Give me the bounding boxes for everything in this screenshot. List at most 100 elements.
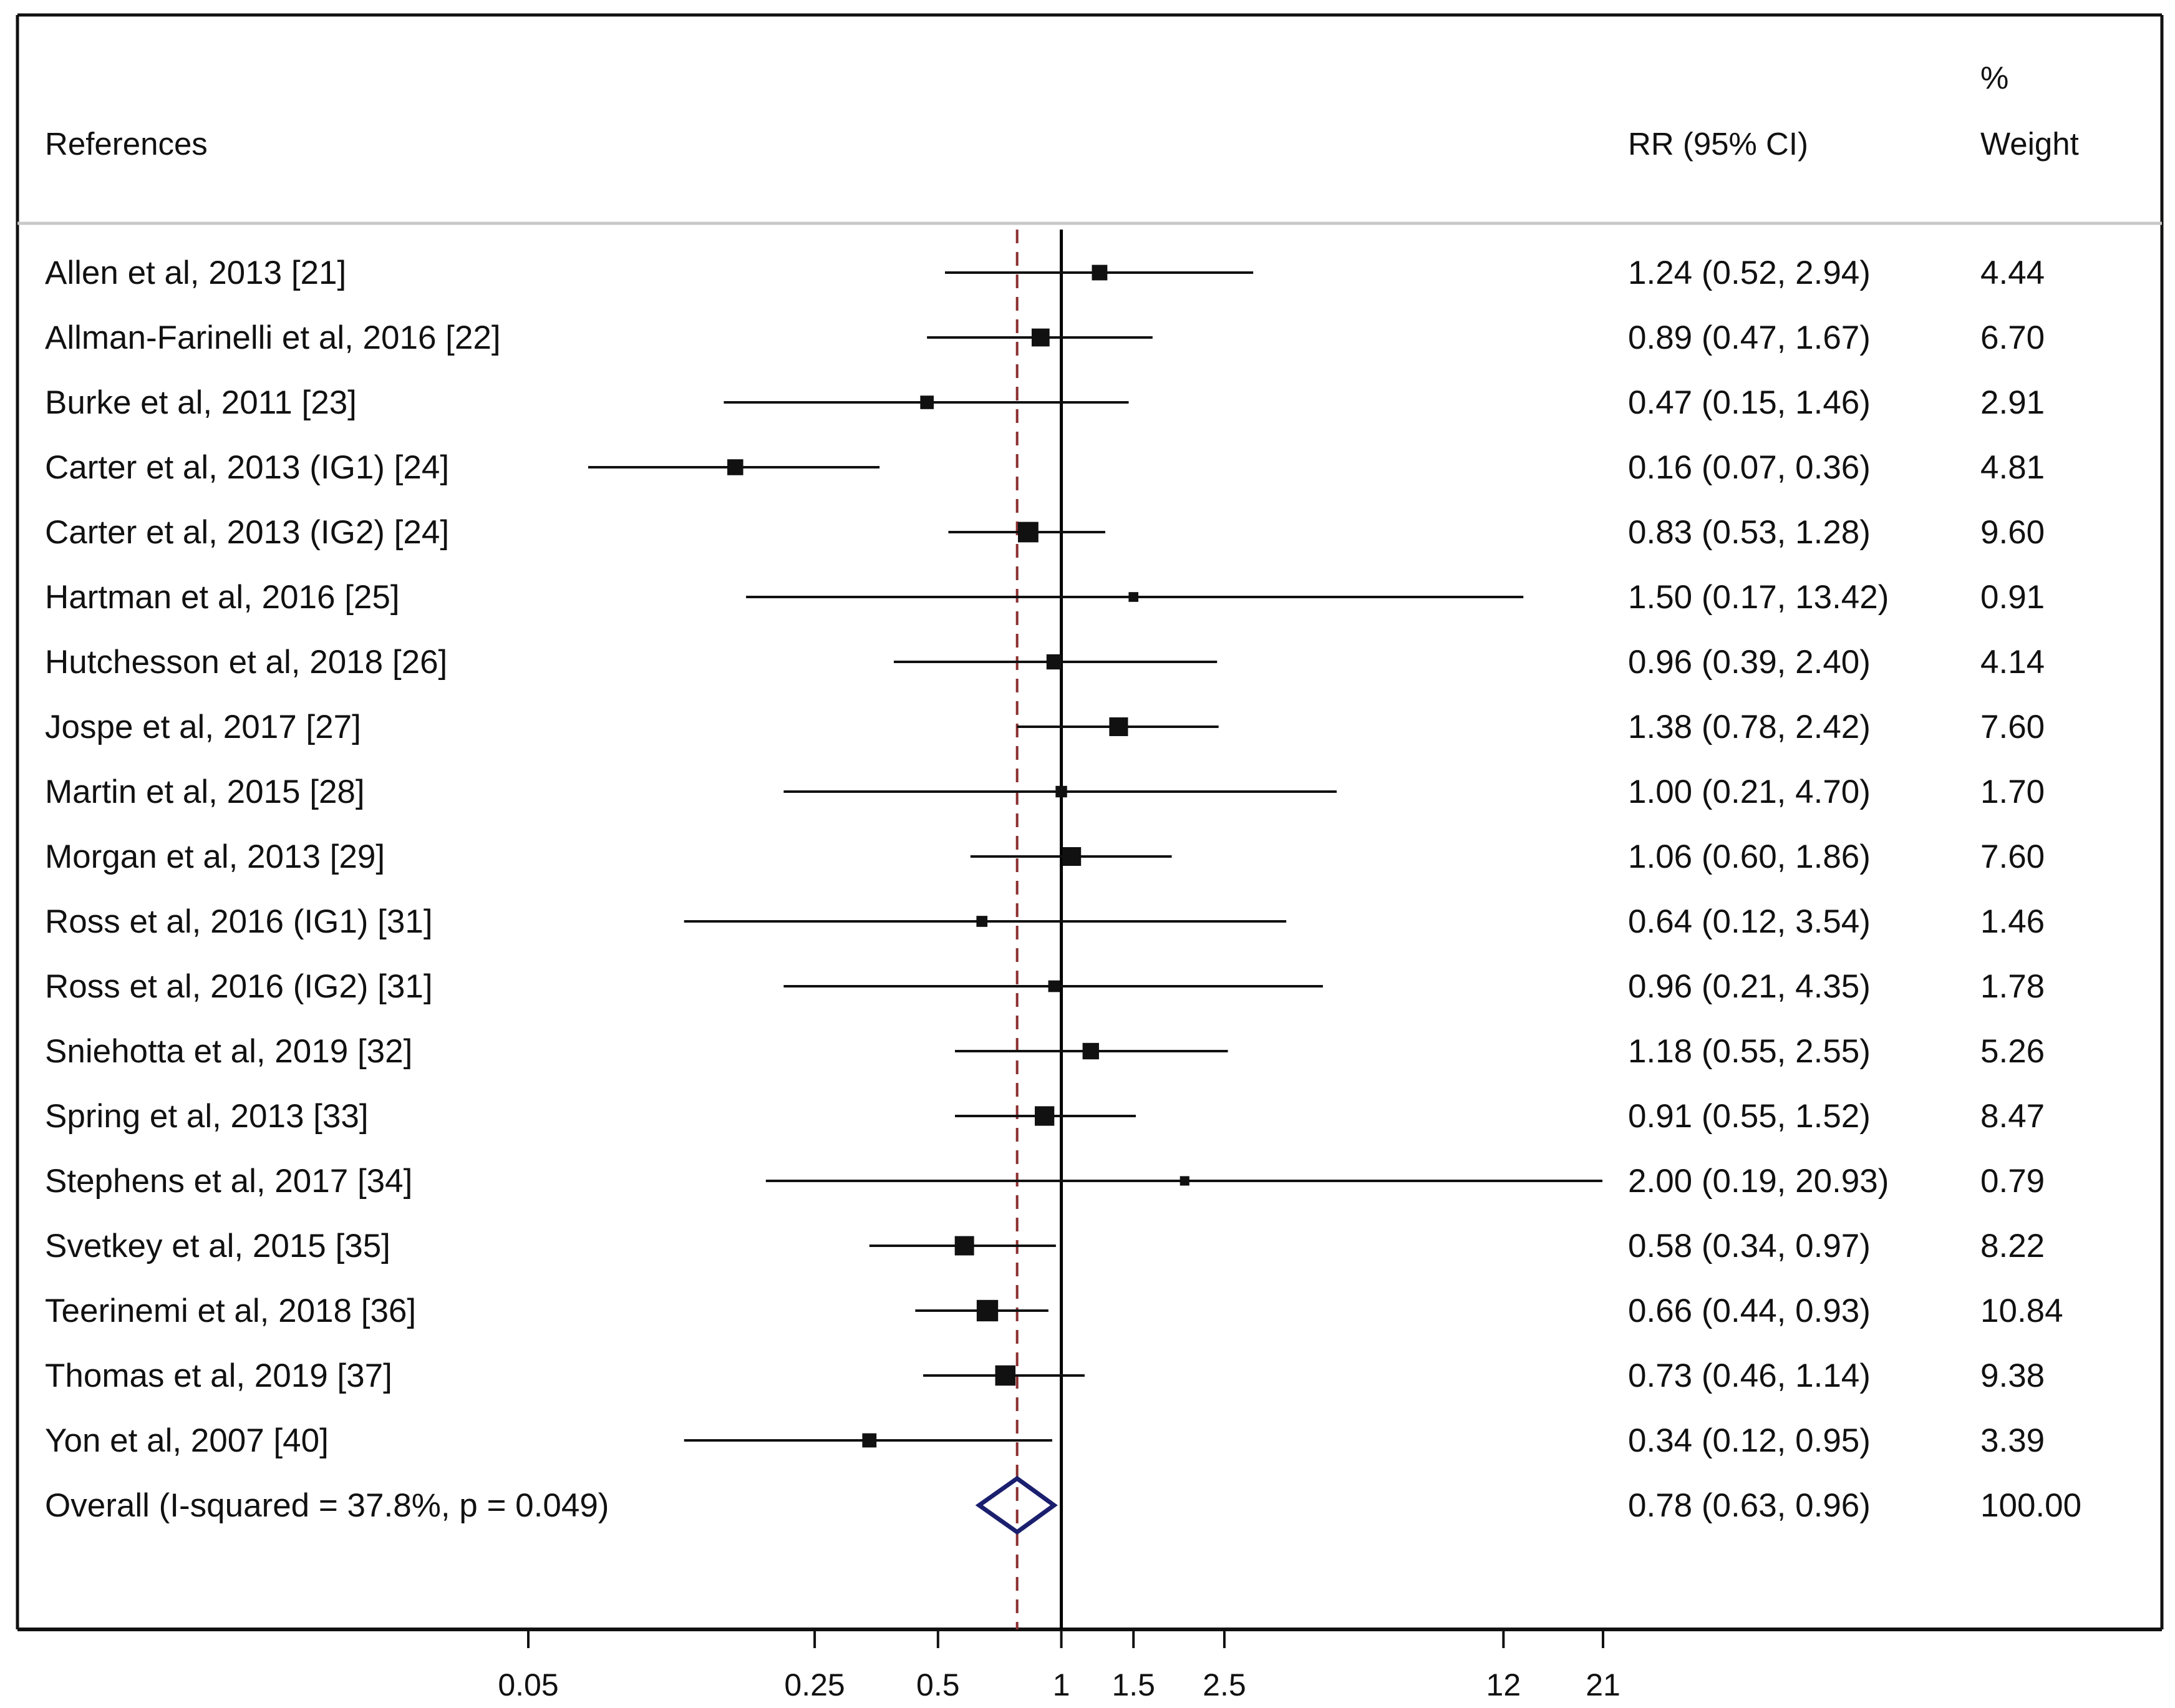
ci-text: 0.66 (0.44, 0.93) [1628,1293,1871,1329]
ci-text: 1.18 (0.55, 2.55) [1628,1033,1871,1070]
weight-text: 3.39 [1980,1422,2045,1459]
ci-lines-group [588,271,1603,1442]
ci-text-group: 1.24 (0.52, 2.94) 0.89 (0.47, 1.67) 0.47 (… [1628,255,1889,1524]
rr-ci-header: RR (95% CI) [1628,126,1808,162]
x-axis-ticks-group: 0.05 0.25 0.5 1 1.5 2.5 12 21 [498,1629,1620,1702]
point-estimate [1046,654,1062,670]
x-tick-label: 0.05 [498,1667,558,1702]
point-estimate [1082,1042,1099,1060]
weight-text: 4.44 [1980,255,2045,291]
weight-text-group: 4.44 6.70 2.91 4.81 9.60 0.91 4.14 7.60 1.70 7.60… [1980,255,2081,1524]
weight-header: Weight [1980,126,2079,162]
study-label: Carter et al, 2013 (IG1) [24] [45,449,449,486]
weight-text: 1.70 [1980,774,2045,810]
overall-diamond [975,1475,1058,1535]
ci-text: 1.50 (0.17, 13.42) [1628,579,1889,616]
study-label: Thomas et al, 2019 [37] [45,1357,392,1394]
weight-text: 7.60 [1980,709,2045,745]
point-estimate [995,1365,1016,1386]
x-tick-label: 1 [1053,1667,1070,1702]
point-estimate [1062,847,1082,866]
study-label: Hutchesson et al, 2018 [26] [45,644,447,681]
x-tick-label: 12 [1486,1667,1521,1702]
point-estimate [727,459,744,475]
references-header: References [45,126,208,162]
study-label: Ross et al, 2016 (IG2) [31] [45,968,433,1005]
point-estimate [1055,785,1067,798]
point-estimate [1128,592,1139,602]
weight-text: 6.70 [1980,319,2045,356]
ci-text: 0.64 (0.12, 3.54) [1628,903,1871,940]
x-tick-label: 21 [1586,1667,1620,1702]
weight-text: 4.14 [1980,644,2045,681]
point-estimate [1017,522,1039,543]
study-label: Burke et al, 2011 [23] [45,384,357,421]
weight-header-percent: % [1980,60,2008,95]
point-estimate [1092,264,1108,281]
study-labels-group: Allen et al, 2013 [21] Allman-Farinelli e… [45,255,609,1524]
weight-text: 5.26 [1980,1033,2045,1070]
overall-diamond-group [975,1475,1058,1535]
study-label: Svetkey et al, 2015 [35] [45,1228,390,1264]
ci-text: 1.06 (0.60, 1.86) [1628,838,1871,875]
ci-text: 0.73 (0.46, 1.14) [1628,1357,1871,1394]
ci-text: 0.89 (0.47, 1.67) [1628,319,1871,356]
weight-text: 1.78 [1980,968,2045,1005]
ci-text: 0.96 (0.21, 4.35) [1628,968,1871,1005]
point-estimate [1109,717,1128,737]
study-label: Carter et al, 2013 (IG2) [24] [45,514,449,551]
weight-text: 9.60 [1980,514,2045,551]
ci-text: 0.58 (0.34, 0.97) [1628,1228,1871,1264]
study-label: Stephens et al, 2017 [34] [45,1163,412,1200]
study-label: Jospe et al, 2017 [27] [45,709,361,745]
ci-text: 1.24 (0.52, 2.94) [1628,255,1871,291]
ci-text: 0.83 (0.53, 1.28) [1628,514,1871,551]
study-label: Spring et al, 2013 [33] [45,1098,369,1135]
weight-text: 2.91 [1980,384,2045,421]
study-label: Allman-Farinelli et al, 2016 [22] [45,319,501,356]
study-label: Martin et al, 2015 [28] [45,774,365,810]
weight-text: 7.60 [1980,838,2045,875]
point-estimate [862,1433,877,1448]
study-label: Ross et al, 2016 (IG1) [31] [45,903,433,940]
ci-text: 2.00 (0.19, 20.93) [1628,1163,1889,1200]
study-label: Morgan et al, 2013 [29] [45,838,385,875]
point-estimate [920,395,934,409]
weight-text: 4.81 [1980,449,2045,486]
ci-text: 0.16 (0.07, 0.36) [1628,449,1871,486]
overall-ci-text: 0.78 (0.63, 0.96) [1628,1487,1871,1524]
overall-weight-text: 100.00 [1980,1487,2081,1524]
point-estimates-group [727,264,1189,1448]
ci-text: 0.91 (0.55, 1.52) [1628,1098,1871,1135]
study-label: Teerinemi et al, 2018 [36] [45,1293,416,1329]
point-estimate [1031,328,1050,347]
ci-text: 0.34 (0.12, 0.95) [1628,1422,1871,1459]
weight-text: 9.38 [1980,1357,2045,1394]
ci-text: 0.96 (0.39, 2.40) [1628,644,1871,681]
ci-text: 1.38 (0.78, 2.42) [1628,709,1871,745]
point-estimate [976,1299,999,1322]
x-tick-label: 1.5 [1112,1667,1155,1702]
study-label: Hartman et al, 2016 [25] [45,579,400,616]
study-label: Sniehotta et al, 2019 [32] [45,1033,412,1070]
weight-text: 10.84 [1980,1293,2063,1329]
study-label: Yon et al, 2007 [40] [45,1422,329,1459]
weight-text: 0.79 [1980,1163,2045,1200]
overall-label: Overall (I-squared = 37.8%, p = 0.049) [45,1487,609,1524]
point-estimate [1048,980,1060,992]
point-estimate [954,1236,974,1256]
study-label: Allen et al, 2013 [21] [45,255,346,291]
ci-text: 1.00 (0.21, 4.70) [1628,774,1871,810]
point-estimate [1180,1176,1189,1186]
point-estimate [976,916,988,927]
weight-text: 8.47 [1980,1098,2045,1135]
x-tick-label: 2.5 [1203,1667,1246,1702]
weight-text: 1.46 [1980,903,2045,940]
weight-text: 0.91 [1980,579,2045,616]
ci-text: 0.47 (0.15, 1.46) [1628,384,1871,421]
x-tick-label: 0.5 [916,1667,960,1702]
x-tick-label: 0.25 [784,1667,845,1702]
point-estimate [1034,1106,1055,1126]
weight-text: 8.22 [1980,1228,2045,1264]
